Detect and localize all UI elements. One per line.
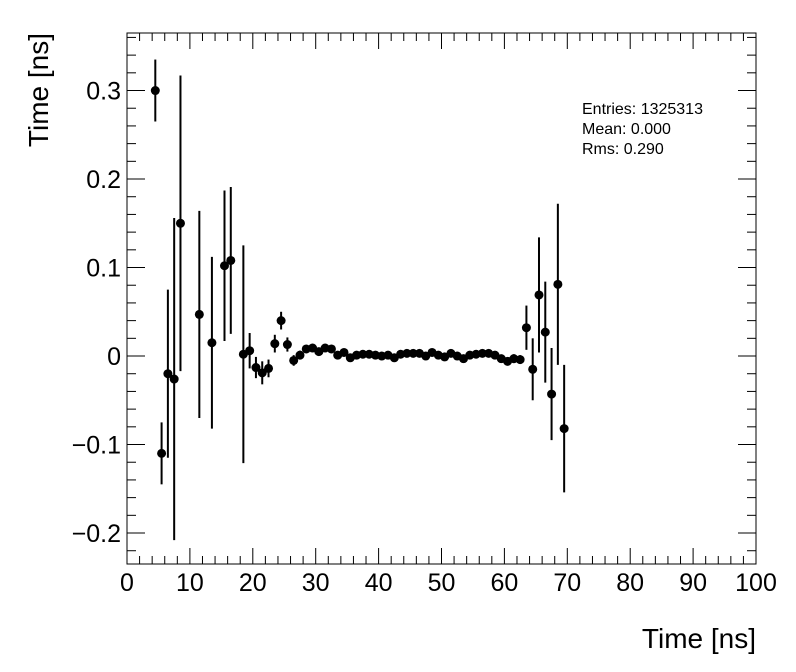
data-point	[408, 348, 418, 358]
stats-box: Entries: 1325313 Mean: 0.000 Rms: 0.290	[582, 101, 703, 158]
data-point	[282, 337, 292, 352]
point-marker	[282, 340, 292, 350]
point-marker	[326, 344, 336, 354]
point-marker	[276, 316, 286, 326]
stats-rms: Rms: 0.290	[582, 141, 664, 158]
y-tick-label: 0	[107, 343, 121, 371]
point-marker	[163, 369, 173, 379]
point-marker	[547, 389, 557, 399]
data-point	[534, 237, 544, 353]
point-marker	[408, 348, 418, 358]
point-marker	[150, 86, 160, 96]
x-tick-label: 100	[735, 569, 777, 597]
data-point	[226, 186, 236, 334]
point-marker	[339, 347, 349, 357]
point-marker	[157, 448, 167, 458]
data-point	[150, 59, 160, 122]
data-point	[245, 333, 255, 369]
data-point	[339, 347, 349, 357]
data-point	[528, 338, 538, 401]
data-point	[163, 289, 173, 458]
point-marker	[219, 261, 229, 271]
data-point	[540, 281, 550, 383]
data-point	[547, 348, 557, 441]
data-point	[289, 355, 299, 366]
x-tick-label: 60	[490, 569, 518, 597]
y-tick-label: 0.1	[86, 255, 121, 283]
point-marker	[289, 355, 299, 365]
x-tick-label: 0	[120, 569, 134, 597]
point-marker	[257, 368, 267, 378]
point-marker	[528, 364, 538, 374]
data-point	[295, 350, 305, 360]
point-marker	[540, 327, 550, 337]
data-point	[270, 334, 280, 353]
x-tick-label: 40	[365, 569, 393, 597]
stats-entries: Entries: 1325313	[582, 101, 703, 118]
point-marker	[553, 279, 563, 289]
y-tick-label: 0.3	[86, 78, 121, 106]
point-marker	[521, 323, 531, 333]
point-marker	[251, 363, 261, 373]
point-marker	[534, 290, 544, 300]
data-point	[175, 75, 185, 372]
x-tick-label: 10	[176, 569, 204, 597]
data-point	[326, 344, 336, 354]
data-point	[169, 217, 179, 541]
x-tick-label: 80	[616, 569, 644, 597]
y-tick-labels: −0.2 −0.1 0 0.1 0.2 0.3	[72, 78, 121, 549]
data-point	[515, 355, 525, 365]
data-point	[219, 190, 229, 341]
point-marker	[175, 218, 185, 228]
data-points	[150, 59, 569, 541]
x-tick-label: 50	[428, 569, 456, 597]
point-marker	[515, 355, 525, 365]
y-axis-title: Time [ns]	[23, 33, 54, 147]
point-marker	[402, 348, 412, 358]
y-tick-label: −0.1	[72, 432, 121, 460]
data-point	[553, 203, 563, 365]
data-point	[402, 348, 412, 358]
y-tick-label: 0.2	[86, 166, 121, 194]
point-marker	[559, 424, 569, 434]
point-marker	[226, 255, 236, 265]
data-point	[521, 305, 531, 350]
x-axis-title: Time [ns]	[642, 623, 756, 654]
point-marker	[169, 374, 179, 384]
x-tick-label: 30	[302, 569, 330, 597]
stats-mean: Mean: 0.000	[582, 121, 671, 138]
data-point	[257, 361, 267, 385]
data-point	[559, 364, 569, 493]
data-point	[207, 256, 217, 429]
point-marker	[194, 309, 204, 319]
point-marker	[358, 349, 368, 359]
x-tick-label: 20	[239, 569, 267, 597]
data-point	[157, 422, 167, 485]
data-point	[251, 356, 261, 379]
ticks-layer	[126, 33, 757, 564]
point-marker	[295, 350, 305, 360]
data-point	[358, 349, 368, 359]
point-marker	[245, 346, 255, 356]
x-tick-label: 90	[679, 569, 707, 597]
x-tick-labels: 0 10 20 30 40 50 60 70 80 90 100	[120, 569, 777, 597]
y-tick-label: −0.2	[72, 520, 121, 548]
data-point	[238, 245, 248, 464]
point-marker	[270, 339, 280, 349]
data-point	[264, 359, 274, 378]
data-point	[477, 348, 487, 358]
data-point	[276, 311, 286, 330]
data-point	[194, 210, 204, 418]
point-marker	[207, 338, 217, 348]
point-marker	[264, 363, 274, 373]
point-marker	[477, 348, 487, 358]
x-tick-label: 70	[553, 569, 581, 597]
